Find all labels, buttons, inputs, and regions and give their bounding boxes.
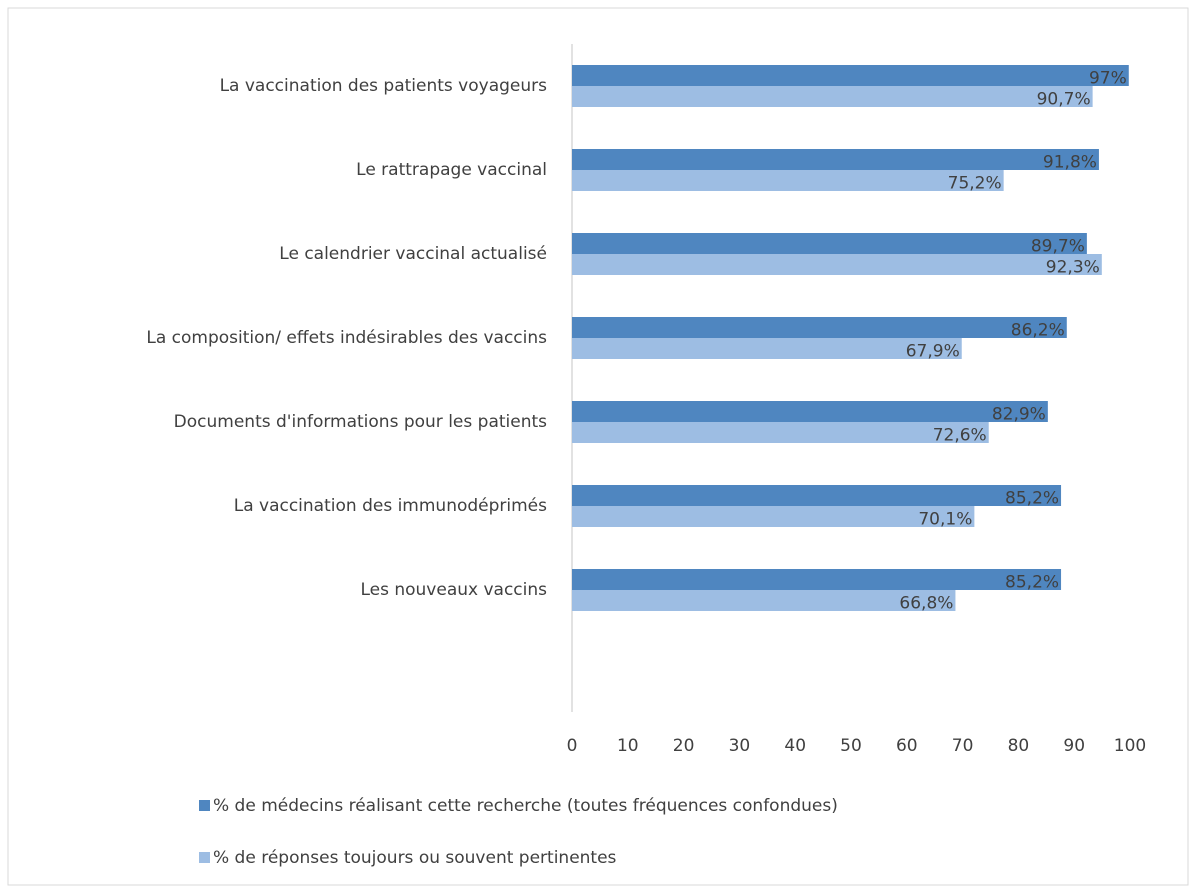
bar: [572, 149, 1099, 170]
x-tick-label: 40: [784, 736, 806, 756]
y-tick-label: Documents d'informations pour les patien…: [174, 412, 547, 432]
y-tick-label: Les nouveaux vaccins: [360, 580, 547, 600]
data-label: 66,8%: [899, 594, 953, 614]
y-tick-label: Le calendrier vaccinal actualisé: [279, 244, 547, 264]
x-tick-label: 70: [952, 736, 974, 756]
legend-swatch: [199, 800, 210, 811]
x-tick-label: 60: [896, 736, 918, 756]
bar: [572, 506, 975, 527]
data-label: 82,9%: [992, 405, 1046, 425]
bar: [572, 233, 1087, 254]
data-label: 92,3%: [1046, 258, 1100, 278]
data-label: 91,8%: [1043, 153, 1097, 173]
x-tick-label: 90: [1063, 736, 1085, 756]
x-tick-label: 20: [673, 736, 695, 756]
x-tick-label: 0: [567, 736, 578, 756]
bar: [572, 317, 1067, 338]
data-label: 89,7%: [1031, 237, 1085, 257]
bar: [572, 65, 1129, 86]
x-tick-label: 80: [1008, 736, 1030, 756]
data-label: 72,6%: [933, 426, 987, 446]
x-tick-label: 30: [729, 736, 751, 756]
bar: [572, 338, 962, 359]
x-tick-label: 100: [1114, 736, 1146, 756]
bar: [572, 569, 1062, 590]
legend-label: % de réponses toujours ou souvent pertin…: [213, 848, 617, 868]
bar: [572, 170, 1004, 191]
data-label: 90,7%: [1037, 90, 1091, 110]
bar: [572, 485, 1062, 506]
bar: [572, 86, 1093, 107]
data-label: 70,1%: [918, 510, 972, 530]
data-label: 86,2%: [1011, 321, 1065, 341]
y-tick-label: Le rattrapage vaccinal: [356, 160, 547, 180]
data-label: 67,9%: [906, 342, 960, 362]
x-tick-label: 50: [840, 736, 862, 756]
y-tick-label: La vaccination des immunodéprimés: [234, 496, 547, 516]
data-label: 97%: [1089, 69, 1127, 89]
y-tick-label: La vaccination des patients voyageurs: [220, 76, 548, 96]
legend-label: % de médecins réalisant cette recherche …: [213, 796, 838, 816]
bar: [572, 590, 956, 611]
data-label: 75,2%: [948, 174, 1002, 194]
x-tick-label: 10: [617, 736, 639, 756]
bar: [572, 401, 1048, 422]
data-label: 85,2%: [1005, 573, 1059, 593]
bar: [572, 254, 1102, 275]
y-tick-label: La composition/ effets indésirables des …: [146, 328, 547, 348]
data-label: 85,2%: [1005, 489, 1059, 509]
bar: [572, 422, 989, 443]
legend-swatch: [199, 852, 210, 863]
